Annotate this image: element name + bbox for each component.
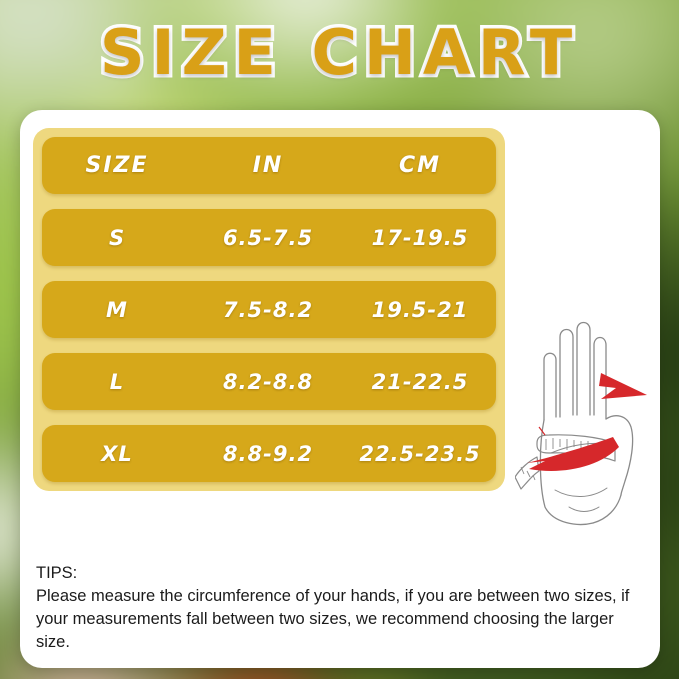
tips-section: TIPS: Please measure the circumference o…: [36, 562, 648, 654]
cell-in: 6.5-7.5: [222, 225, 314, 250]
cell-size: M: [106, 297, 128, 322]
cell-in: 8.2-8.8: [222, 369, 314, 394]
cell-in: 8.8-9.2: [222, 441, 314, 466]
tips-body: Please measure the circumference of your…: [36, 587, 630, 651]
hand-measurement-diagram: [514, 285, 665, 530]
column-header-cm: CM: [398, 153, 442, 178]
tips-label: TIPS:: [36, 564, 78, 582]
column-header-size: SIZE: [85, 153, 149, 178]
table-row: M 7.5-8.2 19.5-21: [42, 281, 496, 338]
cell-cm: 22.5-23.5: [359, 441, 481, 466]
cell-in: 7.5-8.2: [222, 297, 314, 322]
table-row: L 8.2-8.8 21-22.5: [42, 353, 496, 410]
red-arrow-left: [527, 437, 619, 471]
hand-accent-mark: [538, 426, 546, 436]
table-row: XL 8.8-9.2 22.5-23.5: [42, 425, 496, 482]
cell-cm: 19.5-21: [371, 297, 469, 322]
red-arrow-right: [599, 373, 647, 399]
content-card: SIZE IN CM S 6.5-7.5 17-19.5 M 7.5-8.2 1…: [20, 110, 660, 668]
cell-cm: 21-22.5: [371, 369, 469, 394]
table-header-row: SIZE IN CM: [42, 137, 496, 194]
hand-outline: [539, 321, 634, 526]
cell-size: XL: [101, 441, 133, 466]
size-chart-table: SIZE IN CM S 6.5-7.5 17-19.5 M 7.5-8.2 1…: [33, 128, 505, 491]
table-row: S 6.5-7.5 17-19.5: [42, 209, 496, 266]
page-title: SIZE CHART: [96, 14, 580, 91]
column-header-in: IN: [252, 153, 284, 178]
cell-size: S: [108, 225, 126, 250]
cell-size: L: [109, 369, 125, 394]
cell-cm: 17-19.5: [371, 225, 469, 250]
